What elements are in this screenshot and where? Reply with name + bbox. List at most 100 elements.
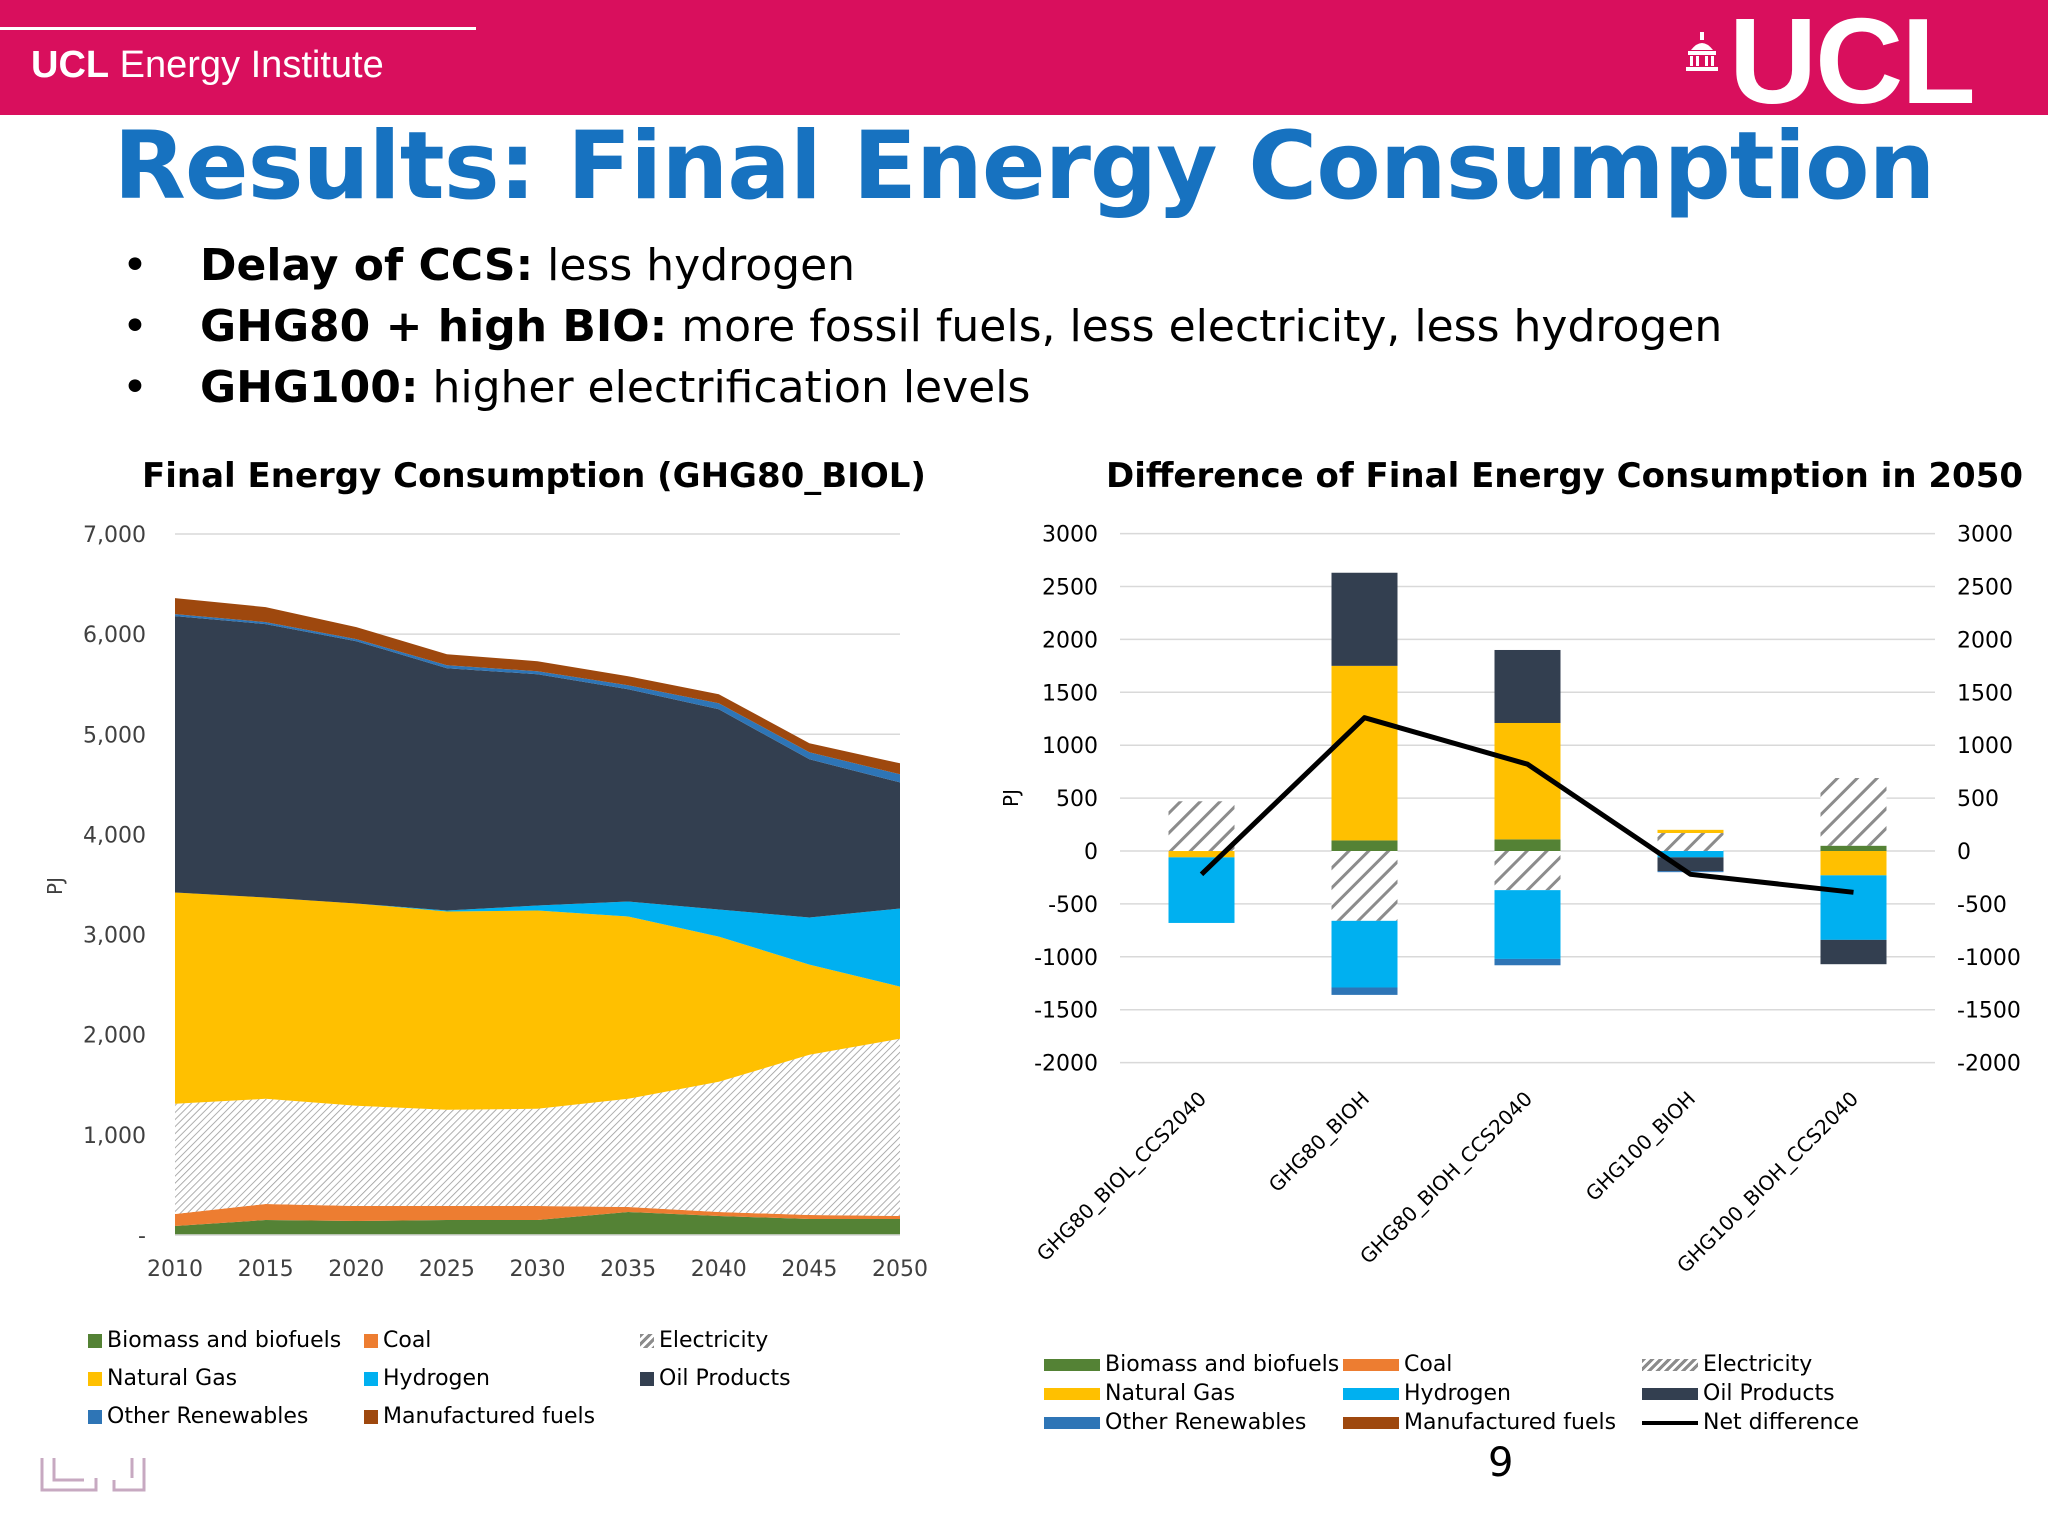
bar-segment-natural-gas: [1331, 665, 1398, 841]
legend-item-coal: Coal: [1343, 1352, 1452, 1377]
legend-item-oil-products: Oil Products: [640, 1366, 791, 1391]
legend-item-biomass-and-biofuels: Biomass and biofuels: [1044, 1352, 1339, 1377]
legend-label: Net difference: [1703, 1410, 1860, 1435]
bar-ytick-label-right: -1500: [1957, 999, 2021, 1024]
area-xtick-label: 2030: [510, 1257, 566, 1282]
bar-segment-natural-gas: [1494, 722, 1561, 840]
legend-item-natural-gas: Natural Gas: [1044, 1381, 1235, 1406]
bar-ytick-label-right: 3000: [1957, 523, 2013, 548]
legend-item-other-renewables: Other Renewables: [1044, 1410, 1306, 1435]
bar-segment-biomass-and-biofuels: [1494, 839, 1561, 851]
bullet-dot: •: [122, 301, 148, 352]
legend-item-hydrogen: Hydrogen: [364, 1366, 490, 1391]
bar-ytick-label-left: -1000: [1034, 946, 1098, 971]
legend-label: Oil Products: [1703, 1381, 1835, 1406]
bar-segment-hydrogen: [1820, 875, 1887, 940]
ucl-logo-text: UCL: [1729, 0, 1976, 129]
bar-segment-hydrogen: [1657, 851, 1724, 858]
area-xtick-label: 2050: [872, 1257, 928, 1282]
bar-segment-oil-products: [1657, 857, 1724, 872]
bar-segment-biomass-and-biofuels: [1331, 840, 1398, 851]
legend-label: Electricity: [659, 1328, 769, 1353]
area-series-manufactured-fuels: [175, 598, 900, 775]
bar-segment-oil-products: [1820, 939, 1887, 965]
legend-item-electricity: Electricity: [1642, 1352, 1812, 1377]
legend-swatch: [640, 1333, 654, 1348]
legend-label: Oil Products: [659, 1366, 791, 1391]
bar-chart-title: Difference of Final Energy Consumption i…: [1106, 456, 2024, 496]
area-ytick-label: 3,000: [83, 924, 146, 949]
bar-chart: -2000 -2000 -1500 -1500 -1000 -1000 -500 -500 0 0…: [999, 523, 2021, 1278]
bar-ytick-label-left: 2500: [1042, 576, 1098, 601]
bar-ytick-label-left: -1500: [1034, 999, 1098, 1024]
bar-ytick-label-right: 0: [1957, 840, 1971, 865]
bar-ytick-label-right: -500: [1957, 893, 2007, 918]
bar-segment-hydrogen: [1494, 890, 1561, 959]
bar-category-label: GHG100_BIOH: [1581, 1087, 1700, 1206]
area-series-other-renewables: [175, 614, 900, 783]
legend-label: Hydrogen: [1404, 1381, 1511, 1406]
bar-segment-electricity: [1657, 833, 1724, 851]
area-ytick-label: 7,000: [83, 523, 146, 548]
legend-swatch: [364, 1371, 378, 1386]
legend-label: Natural Gas: [107, 1366, 238, 1391]
area-series-oil-products: [175, 616, 900, 918]
legend-item-biomass-and-biofuels: Biomass and biofuels: [88, 1328, 341, 1353]
bar-ytick-label-right: -1000: [1957, 946, 2021, 971]
legend-swatch: [364, 1409, 378, 1424]
legend-swatch: [1343, 1358, 1399, 1371]
bar-segment-natural-gas: [1657, 829, 1724, 834]
legend-label: Other Renewables: [107, 1404, 309, 1429]
bar-category-label: GHG80_BIOH_CCS2040: [1355, 1087, 1537, 1269]
legend-label: Manufactured fuels: [383, 1404, 596, 1429]
net-difference-line: [1199, 715, 1854, 895]
bar-segment-electricity: [1331, 851, 1398, 921]
legend-swatch: [88, 1333, 102, 1348]
legend-label: Hydrogen: [383, 1366, 490, 1391]
bar-segment-oil-products: [1494, 649, 1561, 723]
area-xtick-label: 2040: [691, 1257, 747, 1282]
bar-ytick-label-left: 3000: [1042, 523, 1098, 548]
legend-swatch: [1642, 1420, 1698, 1425]
legend-swatch: [1642, 1387, 1698, 1400]
area-ytick-label: 4,000: [83, 823, 146, 848]
legend-label: Natural Gas: [1105, 1381, 1236, 1406]
area-xtick-label: 2010: [147, 1257, 203, 1282]
area-series-biomass-and-biofuels: [175, 1212, 900, 1235]
legend-item-electricity: Electricity: [640, 1328, 768, 1353]
bar-ytick-label-left: 1500: [1042, 681, 1098, 706]
bullet-dot: •: [122, 240, 148, 291]
bar-segment-biomass-and-biofuels: [1820, 845, 1887, 851]
legend-item-hydrogen: Hydrogen: [1343, 1381, 1511, 1406]
area-ytick-label: 6,000: [83, 623, 146, 648]
area-xtick-label: 2025: [419, 1257, 475, 1282]
ucl-logo: UCL: [1685, 0, 1995, 122]
legend-item-net-difference: Net difference: [1642, 1410, 1859, 1435]
bar-ytick-label-left: 2000: [1042, 628, 1098, 653]
legend-swatch: [1642, 1358, 1698, 1371]
legend-swatch: [364, 1333, 378, 1348]
portico-icon: [1686, 32, 1718, 71]
page-number: 9: [1488, 1440, 1514, 1486]
bar-segment-other-renewables: [1494, 958, 1561, 966]
bar-ytick-label-left: -2000: [1034, 1052, 1098, 1077]
bar-ytick-label-right: 2500: [1957, 576, 2013, 601]
area-ytick-label: 2,000: [83, 1024, 146, 1049]
legend-swatch: [88, 1409, 102, 1424]
legend-swatch: [1343, 1416, 1399, 1429]
institute-name: UCL Energy Institute: [31, 44, 384, 86]
legend-label: Biomass and biofuels: [1105, 1352, 1340, 1377]
bar-ylabel: PJ: [999, 789, 1023, 807]
bullet-dot: •: [122, 362, 148, 413]
legend-label: Biomass and biofuels: [107, 1328, 342, 1353]
page-title: Results: Final Energy Consumption: [113, 112, 1936, 221]
legend-swatch: [1044, 1387, 1100, 1400]
legend-label: Other Renewables: [1105, 1410, 1307, 1435]
area-series-hydrogen: [175, 892, 900, 987]
header-rule: [0, 27, 476, 30]
area-xtick-label: 2045: [781, 1257, 837, 1282]
legend-swatch: [640, 1371, 654, 1386]
bar-ytick-label-right: 2000: [1957, 628, 2013, 653]
area-ytick-label: 1,000: [83, 1124, 146, 1149]
legend-swatch: [88, 1371, 102, 1386]
